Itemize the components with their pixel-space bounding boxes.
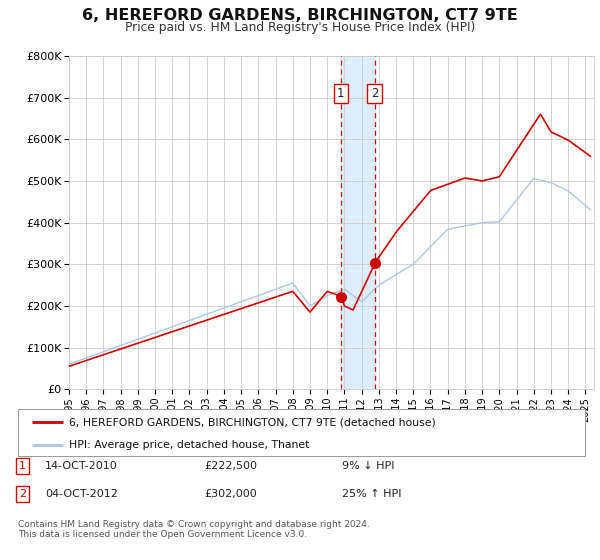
- Text: 1: 1: [337, 87, 344, 100]
- Text: 25% ↑ HPI: 25% ↑ HPI: [342, 489, 401, 499]
- Text: 04-OCT-2012: 04-OCT-2012: [45, 489, 118, 499]
- Text: 6, HEREFORD GARDENS, BIRCHINGTON, CT7 9TE: 6, HEREFORD GARDENS, BIRCHINGTON, CT7 9T…: [82, 8, 518, 24]
- Text: 14-OCT-2010: 14-OCT-2010: [45, 461, 118, 471]
- Text: Contains HM Land Registry data © Crown copyright and database right 2024.
This d: Contains HM Land Registry data © Crown c…: [18, 520, 370, 539]
- Text: 6, HEREFORD GARDENS, BIRCHINGTON, CT7 9TE (detached house): 6, HEREFORD GARDENS, BIRCHINGTON, CT7 9T…: [69, 417, 436, 427]
- Text: 1: 1: [19, 461, 26, 471]
- Text: £222,500: £222,500: [204, 461, 257, 471]
- Text: 2: 2: [371, 87, 378, 100]
- Text: 9% ↓ HPI: 9% ↓ HPI: [342, 461, 395, 471]
- Text: £302,000: £302,000: [204, 489, 257, 499]
- Text: 2: 2: [19, 489, 26, 499]
- Text: HPI: Average price, detached house, Thanet: HPI: Average price, detached house, Than…: [69, 440, 310, 450]
- Bar: [341, 56, 374, 389]
- Text: Price paid vs. HM Land Registry's House Price Index (HPI): Price paid vs. HM Land Registry's House …: [125, 21, 475, 34]
